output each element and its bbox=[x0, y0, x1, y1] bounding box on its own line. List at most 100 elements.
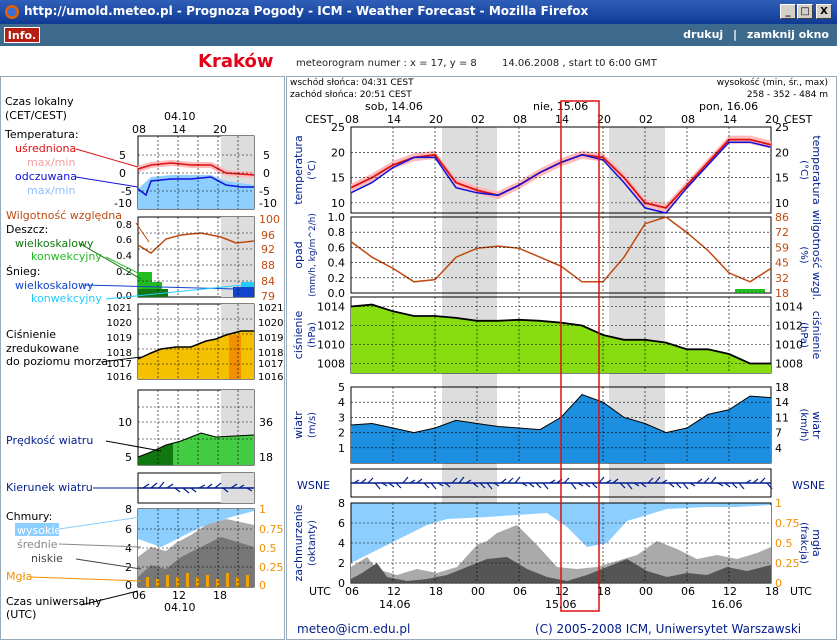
wind-arrow-11 bbox=[430, 482, 437, 490]
top-hour-10: 20 bbox=[765, 113, 779, 126]
bottom-hour-2: 18 bbox=[429, 585, 443, 598]
humid-tick-0: 86 bbox=[775, 211, 789, 224]
temp-axis-unit: (°C) bbox=[307, 160, 318, 180]
wind-arrow-16 bbox=[465, 479, 472, 484]
info-button[interactable]: Info. bbox=[4, 27, 40, 43]
wind-arrow-51 bbox=[710, 476, 717, 484]
wind-arrow-39 bbox=[626, 482, 633, 490]
print-link[interactable]: drukuj bbox=[683, 28, 724, 41]
wind-arrow-48 bbox=[689, 482, 696, 487]
wind-arrow-56 bbox=[745, 479, 752, 484]
humid-tick-4: 32 bbox=[775, 272, 789, 285]
humid-tick-1: 72 bbox=[775, 226, 789, 239]
minimize-button[interactable]: _ bbox=[780, 4, 796, 19]
ltemp-tick-0: 5 bbox=[119, 149, 126, 162]
cloud-tick-right-2: 0.5 bbox=[775, 537, 793, 550]
bottom-hour-7: 00 bbox=[639, 585, 653, 598]
temp-tick-right-0: 25 bbox=[775, 121, 789, 134]
wind-axis-label-right: wiatr bbox=[810, 411, 823, 439]
close-window-link[interactable]: zamknij okno bbox=[746, 28, 829, 41]
cest-right: CEST bbox=[784, 113, 813, 126]
rain-conv: konwekcyjny bbox=[31, 250, 102, 263]
page-toolbar: Info. drukuj | zamknij okno bbox=[0, 24, 837, 46]
wind-arrow-49 bbox=[696, 478, 703, 484]
wind-arrow-37 bbox=[612, 478, 619, 484]
window-title-bar: http://umold.meteo.pl - Prognoza Pogody … bbox=[0, 0, 837, 24]
meteogram-number: meteorogram numer : x = 17, y = 8 bbox=[296, 58, 477, 69]
rpress-tick-2: 1019 bbox=[258, 333, 283, 344]
local-time-label: Czas lokalny bbox=[5, 95, 74, 108]
precip-axis-label: opad bbox=[292, 241, 305, 268]
wind-arrow-21 bbox=[500, 478, 507, 484]
elevation-label: wysokość (min, śr., max) bbox=[716, 78, 828, 88]
press-tick-left-0: 1014 bbox=[317, 301, 345, 314]
snow-conv: konwekcyjny bbox=[31, 292, 102, 305]
bottom-hour-8: 06 bbox=[681, 585, 695, 598]
lcloud-tick-0: 8 bbox=[125, 503, 132, 516]
wind-arrow-55 bbox=[738, 482, 745, 490]
wind-tick-right-0: 18 bbox=[775, 381, 789, 394]
press-axis-unit: (hPa) bbox=[307, 322, 318, 348]
temp-tick-left-1: 20 bbox=[331, 146, 345, 159]
maximize-button[interactable]: □ bbox=[797, 4, 813, 19]
clouds-heading: Chmury: bbox=[6, 510, 52, 523]
precip-tick-0: 1.0 bbox=[328, 211, 346, 224]
press-ticks: 1014 1014 1012 1012 1010 1010 1008 1008 bbox=[317, 301, 803, 371]
sunrise: wschód słońca: 04:31 CEST bbox=[290, 78, 414, 88]
compass-right: WSNE bbox=[792, 479, 825, 492]
press-tick-left-2: 1010 bbox=[317, 339, 345, 352]
humid-tick-2: 59 bbox=[775, 241, 789, 254]
wind-arrow-0 bbox=[353, 479, 360, 484]
wind-arrow-1 bbox=[360, 478, 367, 484]
close-button[interactable]: X bbox=[816, 4, 832, 19]
meteogram-panel: wschód słońca: 04:31 CEST zachód słońca:… bbox=[286, 76, 837, 640]
wind-arrow-53 bbox=[724, 482, 731, 488]
top-hour-3: 02 bbox=[471, 113, 485, 126]
top-hour-2: 20 bbox=[429, 113, 443, 126]
wind-tick-left-2: 3 bbox=[338, 411, 345, 424]
humid-axis-unit: (%) bbox=[798, 246, 809, 263]
local-time-tz: (CET/CEST) bbox=[5, 109, 67, 122]
wind-arrow-13 bbox=[444, 482, 451, 488]
rtemp-tick-2: -5 bbox=[259, 185, 270, 198]
firefox-icon bbox=[5, 5, 19, 19]
legend-pressure-chart bbox=[137, 303, 255, 380]
wind-arrow-36 bbox=[605, 479, 612, 484]
clouds-high: wysokie bbox=[17, 524, 61, 537]
top-hour-8: 08 bbox=[681, 113, 695, 126]
rtemp-tick-0: 5 bbox=[263, 149, 270, 162]
top-hour-0: 08 bbox=[345, 113, 359, 126]
rpress-tick-4: 1017 bbox=[258, 359, 283, 370]
cloud-tick-left-1: 6 bbox=[338, 517, 345, 530]
bottom-hour-9: 12 bbox=[723, 585, 737, 598]
press-axis-label-right: ciśnienie bbox=[810, 311, 823, 360]
humid-axis-label: wilgotność wzgl. bbox=[810, 210, 823, 300]
wind-arrow-28 bbox=[549, 479, 556, 484]
cloud-tick-right-0: 1 bbox=[775, 497, 782, 510]
wind-tick-right-1: 14 bbox=[775, 396, 789, 409]
precip-tick-3: 0.4 bbox=[328, 257, 346, 270]
wind-dir-label: Kierunek wiatru bbox=[6, 481, 93, 494]
wind-axis-unit-right: (km/h) bbox=[798, 408, 809, 441]
cloud-tick-left-4: 0 bbox=[338, 577, 345, 590]
temp-ticks: 25 25 20 20 15 15 10 10 bbox=[331, 121, 789, 210]
contact-email[interactable]: meteo@icm.edu.pl bbox=[297, 622, 411, 636]
wind-arrow-35 bbox=[598, 476, 605, 484]
utc-hour-1: 12 bbox=[172, 589, 186, 602]
temp-tick-right-3: 10 bbox=[775, 197, 789, 210]
lprec-tick-1: 0.6 bbox=[116, 235, 132, 246]
wind-tick-left-1: 4 bbox=[338, 396, 345, 409]
press-tick-left-1: 1012 bbox=[317, 320, 345, 333]
legend-panel: Czas lokalny (CET/CEST) 04.10 08 14 20 5… bbox=[0, 76, 285, 640]
fog-axis-label: mgła bbox=[810, 529, 823, 557]
bottom-date-1: 15.06 bbox=[545, 598, 577, 611]
snow-heading: Śnieg: bbox=[6, 265, 40, 278]
fog-axis-unit: (frakcja) bbox=[798, 522, 809, 564]
wind-arrow-34 bbox=[591, 482, 598, 489]
press-axis-unit-right: (hPa) bbox=[798, 322, 809, 348]
wind-arrow-5 bbox=[388, 482, 395, 488]
rcloud-tick-2: 0.5 bbox=[259, 542, 277, 555]
bottom-hour-1: 12 bbox=[387, 585, 401, 598]
wind-arrow-7 bbox=[402, 476, 409, 484]
wind-arrow-14 bbox=[451, 477, 458, 484]
